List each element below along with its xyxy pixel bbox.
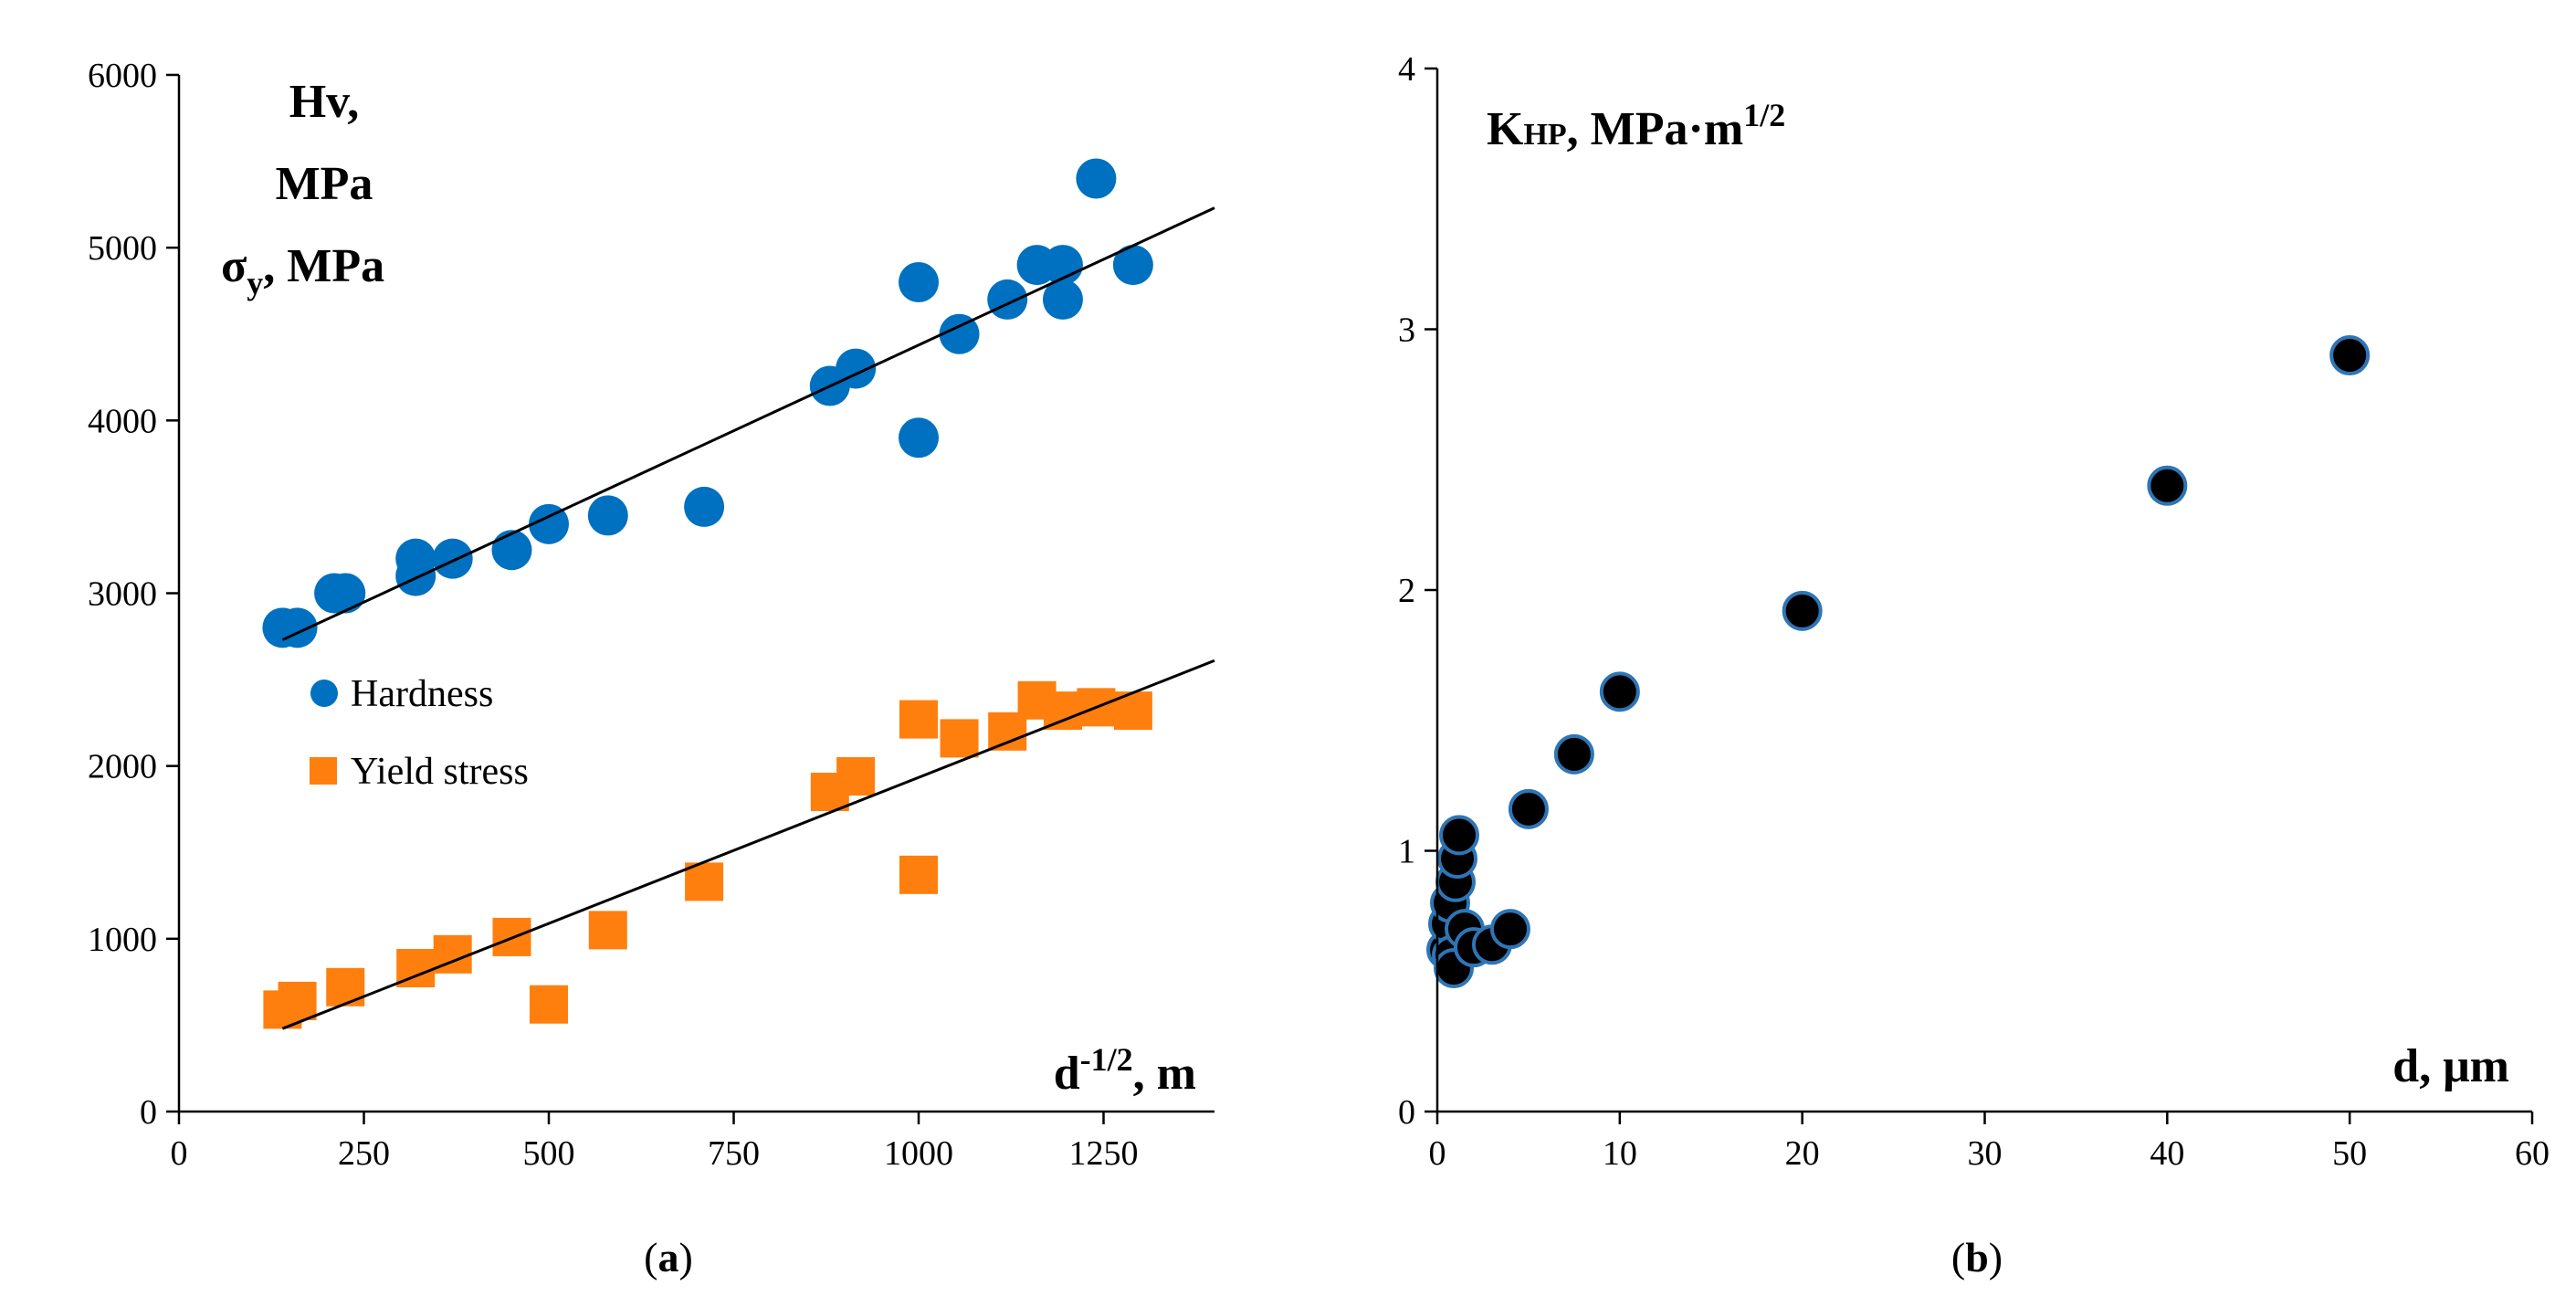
chart-a-xtick-label: 750 [708,1134,760,1173]
hardness-point [587,495,628,536]
chart-b-xtick-label: 10 [1603,1134,1637,1173]
chart-b-ylabel: KHP, MPa·m1/2 [1487,97,1785,155]
chart-a-ytick-label: 3000 [88,575,157,614]
chart-a-ytick-label: 5000 [88,229,157,268]
chart-a-ylabel-line-2: MPa [276,158,373,210]
yield-stress-point [530,985,568,1024]
chart-b-xtick-label: 30 [1968,1134,2003,1173]
chart-a-xtick-label: 250 [338,1134,390,1173]
khp-point [1782,590,1823,631]
yield-stress-point [326,967,365,1007]
yield-stress-point [836,757,876,796]
chart-b-ytick-label: 3 [1398,311,1415,350]
chart-b-marks [1425,335,2371,988]
chart-a-ylabel-line-1: Hv, [289,76,360,128]
chart-b-xtick-label: 50 [2332,1134,2367,1173]
chart-b-xtick-label: 60 [2515,1134,2550,1173]
hardness-point [899,262,939,302]
chart-b-ytick-label: 2 [1398,572,1415,610]
legend-yield-label: Yield stress [351,751,529,793]
hardness-point [491,530,532,571]
chart-b-ytick-label: 4 [1398,50,1415,89]
chart-b-yticks: 0 1 2 3 4 [1398,50,1437,1132]
chart-a-xlabel: d-1/2, m [1054,1041,1196,1100]
chart-a-xtick-label: 500 [523,1134,575,1173]
chart-b-xtick-label: 20 [1785,1134,1820,1173]
yield-stress-point [278,981,317,1020]
hardness-point [325,573,366,614]
yield-stress-point [899,855,938,894]
hardness-point [1042,279,1083,320]
chart-b-xtick-label: 0 [1429,1134,1446,1173]
yield-stress-trendline [281,659,1215,1030]
yield-stress-point [1043,691,1082,731]
chart-a-xticks: 0 250 500 750 1000 1250 [171,1112,1139,1173]
chart-b-xticks: 0 10 20 30 40 50 60 [1429,1112,2550,1173]
chart-b-ytick-label: 1 [1398,833,1415,871]
hardness-point [899,417,939,459]
khp-point [1438,815,1479,856]
hardness-point [987,279,1028,320]
khp-point [1599,671,1640,712]
chart-a-ytick-label: 1000 [88,921,157,959]
chart-a-caption: (a) [644,1234,693,1281]
chart-a-xtick-label: 0 [171,1134,188,1173]
chart-b-xlabel: d, μm [2392,1040,2509,1092]
khp-point [1508,788,1549,829]
chart-a-xtick-label: 1250 [1069,1134,1139,1173]
hardness-point [684,486,725,527]
chart-panel-a: 0 1000 2000 3000 4000 5000 6000 0 250 500 750 1000… [88,57,1215,1281]
chart-a-yticks: 0 1000 2000 3000 4000 5000 6000 [88,57,179,1132]
hardness-point [395,555,436,596]
chart-b-axes [1435,69,2532,1113]
chart-a-xtick-label: 1000 [884,1134,953,1173]
khp-point [2329,335,2371,376]
khp-point [1553,733,1594,775]
yield-stress-point [685,862,724,901]
yield-stress-point [588,911,627,950]
hardness-point [1076,158,1117,199]
chart-a-ylabel-sigma: σy, MPa [221,240,384,301]
legend-hardness-marker [310,680,338,707]
hardness-point [939,313,980,354]
chart-a-ytick-label: 6000 [88,57,157,95]
yield-stress-point [899,700,938,739]
chart-b-xtick-label: 40 [2150,1134,2184,1173]
chart-a-ytick-label: 2000 [88,748,157,786]
chart-a-ytick-label: 4000 [88,402,157,440]
chart-b-ytick-label: 0 [1398,1093,1415,1132]
chart-a-ytick-label: 0 [140,1093,157,1132]
khp-point [2147,465,2188,506]
khp-point [1489,909,1530,950]
hardness-point [432,538,473,579]
yield-stress-point [940,719,979,758]
hardness-trendline [281,206,1215,641]
hardness-point [1112,245,1153,286]
chart-a-marks [262,158,1215,1030]
legend-hardness-label: Hardness [351,673,493,715]
legend-yield-marker [310,757,337,785]
chart-b-caption: (b) [1951,1234,2003,1281]
hardness-point [529,503,569,544]
